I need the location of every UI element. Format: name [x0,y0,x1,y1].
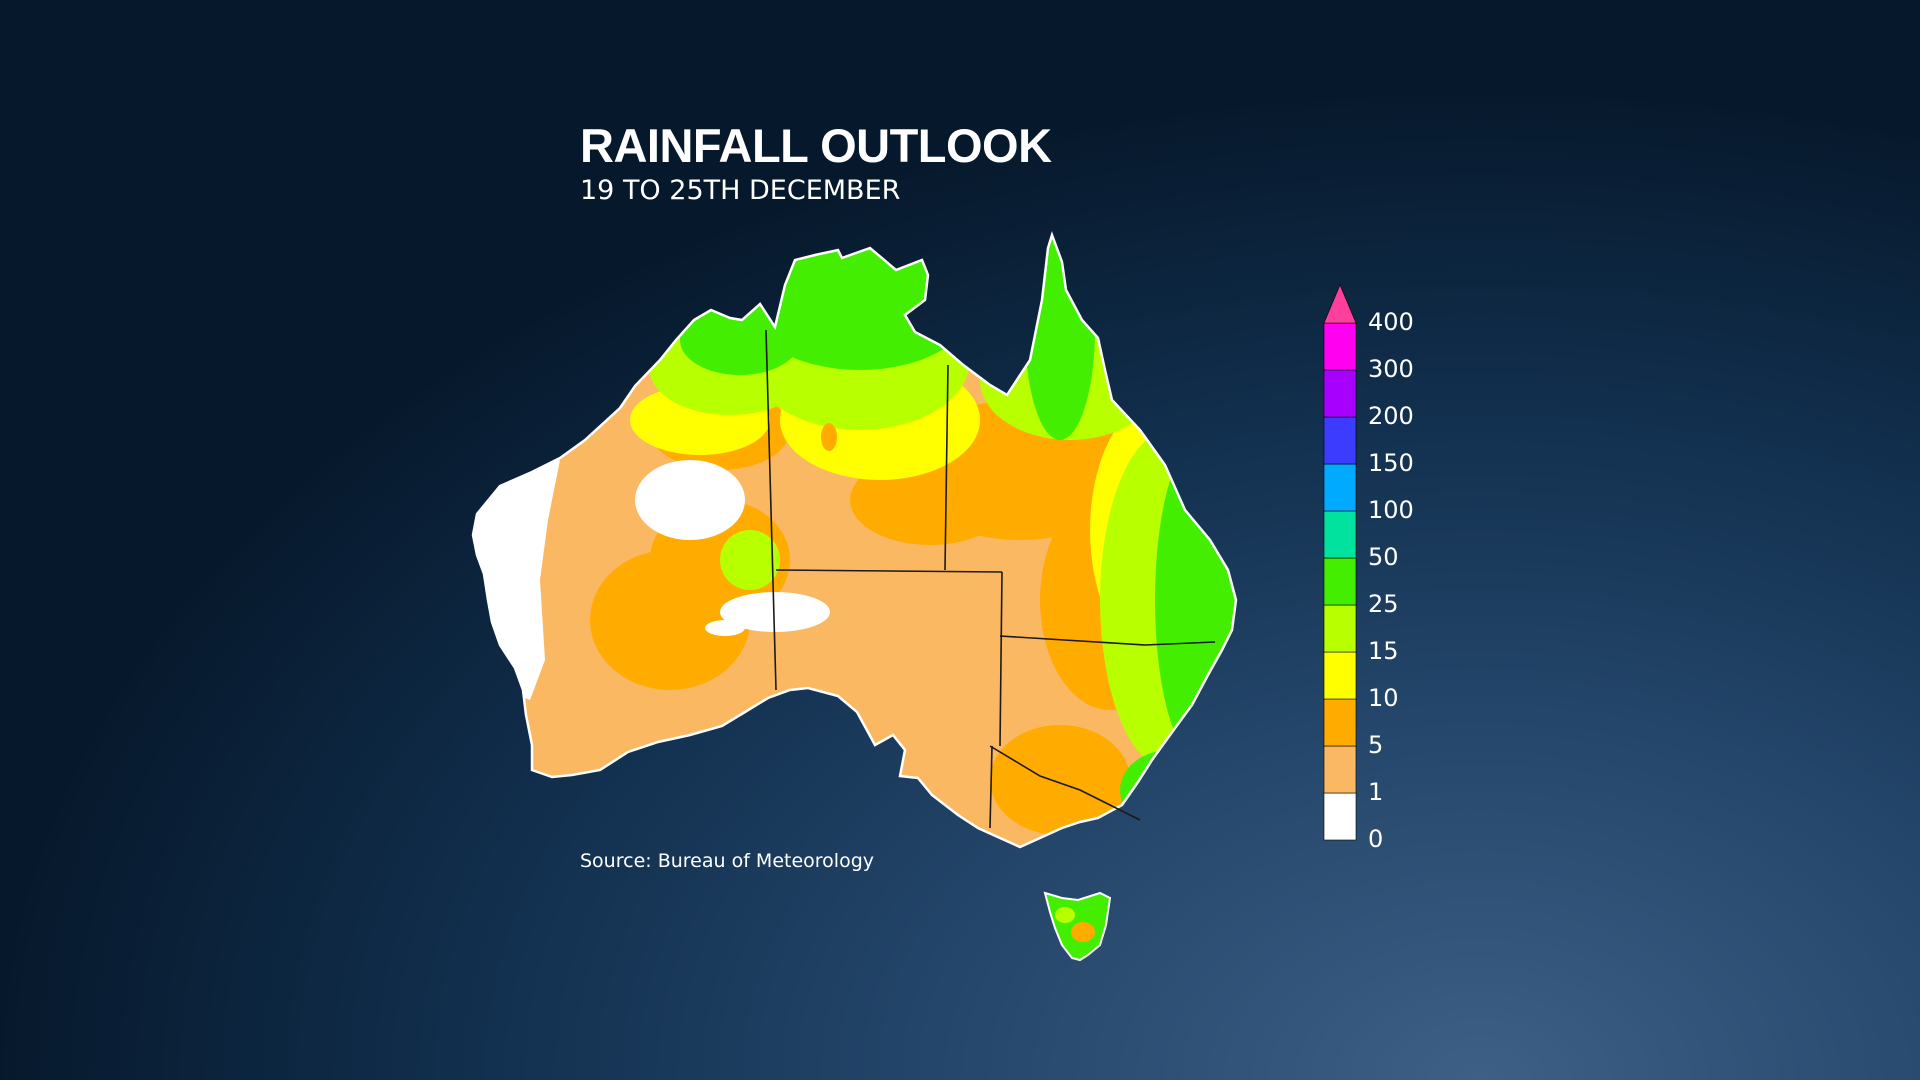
legend-label: 150 [1368,449,1414,477]
legend-swatch [1323,510,1357,559]
legend-label: 1 [1368,778,1384,806]
map-subtitle: 19 TO 25TH DECEMBER [580,175,901,206]
legend-swatch [1323,416,1357,465]
legend-label: 5 [1368,731,1384,759]
legend-label: 100 [1368,496,1414,524]
legend-label: 0 [1368,825,1384,853]
legend-swatch [1323,651,1357,700]
legend-swatch [1323,604,1357,653]
legend-label: 50 [1368,543,1399,571]
rainfall-legend [1323,284,1357,841]
legend-swatch [1323,792,1357,841]
legend-label: 400 [1368,308,1414,336]
legend-over-arrow [1323,284,1357,324]
legend-swatch [1323,322,1357,371]
legend-swatch [1323,698,1357,747]
legend-label: 300 [1368,355,1414,383]
legend-swatch [1323,369,1357,418]
map-title: RAINFALL OUTLOOK [580,119,1052,172]
legend-swatch [1323,557,1357,606]
title-block: RAINFALL OUTLOOK 19 TO 25TH DECEMBER [580,122,1052,206]
source-credit: Source: Bureau of Meteorology [580,850,875,872]
legend-label: 25 [1368,590,1399,618]
legend-label: 200 [1368,402,1414,430]
legend-swatch [1323,745,1357,794]
legend-label: 15 [1368,637,1399,665]
legend-label: 10 [1368,684,1399,712]
legend-swatch [1323,463,1357,512]
